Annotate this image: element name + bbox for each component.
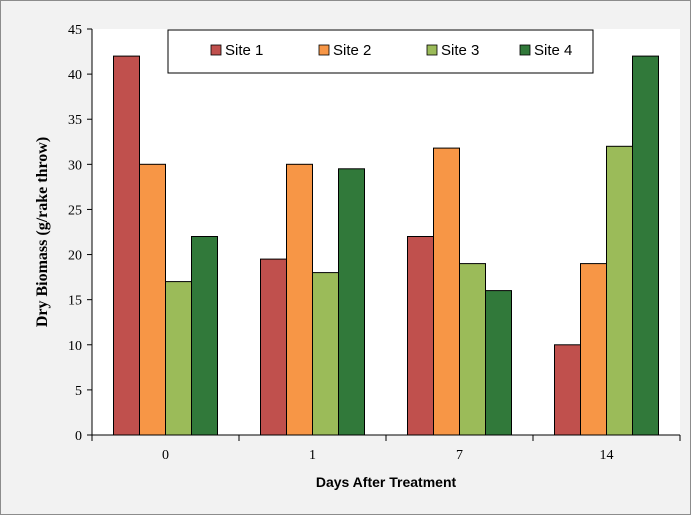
legend-label-site1: Site 1 [225, 42, 263, 59]
bar-site1-day1 [260, 258, 287, 436]
y-axis-title: Dry Biomass (g/rake throw) [34, 137, 51, 327]
legend: Site 1 Site 2 Site 3 Site 4 [167, 29, 594, 74]
x-tick-label: 14 [600, 448, 614, 463]
axes-layer [87, 28, 681, 441]
y-tick-label: 45 [68, 23, 82, 38]
legend-swatch-site3 [426, 44, 438, 56]
bars-layer [113, 55, 659, 436]
bar-site3-day0 [165, 281, 192, 436]
x-axis-title: Days After Treatment [316, 474, 457, 490]
y-tick-label: 25 [68, 203, 82, 218]
bar-site3-day7 [459, 263, 486, 436]
y-tick-label: 5 [75, 384, 82, 399]
labels-layer: 0 5 10 15 20 25 30 35 40 45 0 1 7 14 [68, 23, 614, 463]
legend-label-site3: Site 3 [441, 42, 479, 59]
y-tick-label: 20 [68, 249, 82, 264]
y-tick-label: 30 [68, 158, 82, 173]
y-tick-label: 10 [68, 339, 82, 354]
bar-site2-day7 [433, 147, 460, 436]
y-tick-label: 40 [68, 68, 82, 83]
bar-site1-day7 [407, 236, 434, 436]
legend-swatch-site2 [318, 44, 330, 56]
y-tick-label: 0 [75, 429, 82, 444]
bar-site3-day1 [312, 272, 339, 436]
bar-site1-day0 [113, 55, 140, 436]
bar-site4-day14 [632, 55, 659, 436]
legend-label-site2: Site 2 [333, 42, 371, 59]
bar-site2-day0 [139, 163, 166, 436]
legend-swatch-site4 [519, 44, 531, 56]
bar-site4-day0 [191, 236, 218, 436]
bar-site1-day14 [554, 344, 581, 436]
bar-site3-day14 [606, 145, 633, 436]
legend-label-site4: Site 4 [534, 42, 572, 59]
x-tick-label: 1 [309, 448, 316, 463]
legend-swatch-site1 [210, 44, 222, 56]
bar-site4-day7 [485, 290, 512, 436]
bar-site4-day1 [338, 168, 365, 436]
y-tick-label: 15 [68, 294, 82, 309]
x-tick-label: 7 [456, 448, 463, 463]
y-tick-label: 35 [68, 113, 82, 128]
x-tick-label: 0 [162, 448, 169, 463]
bar-site2-day1 [286, 163, 313, 436]
bar-site2-day14 [580, 263, 607, 436]
